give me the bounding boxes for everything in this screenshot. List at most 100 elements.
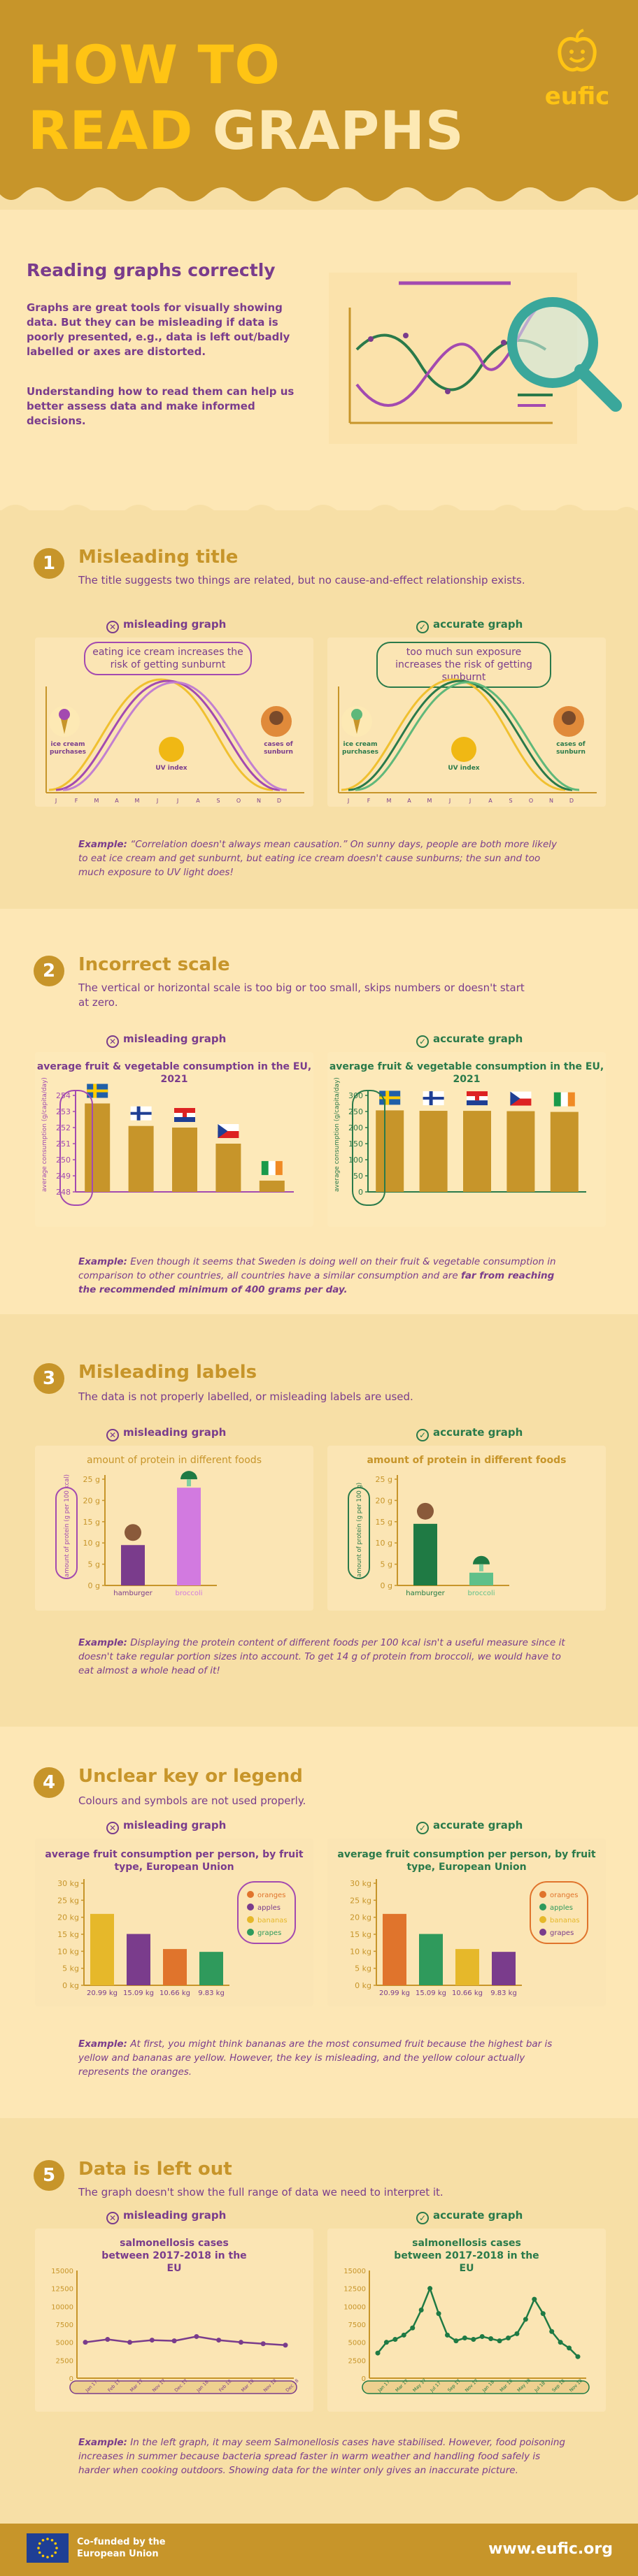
example-text: Example: “Correlation doesn't always mea… <box>78 839 558 878</box>
axis-highlight <box>352 1090 385 1206</box>
section-data-left-out: 5 Data is left out The graph doesn't sho… <box>0 2125 638 2517</box>
y-tick-label: 7500 <box>56 2322 73 2329</box>
uv-label: UV index <box>155 765 187 772</box>
chart-title: average fruit & vegetable consumption in… <box>36 1061 312 1085</box>
y-tick-label: 250 <box>56 1156 71 1165</box>
bar-chart-accurate-labels: 0 g 5 g 10 g 15 g 20 g 25 g hamburger broccoli a… <box>348 1475 509 1597</box>
title-word-graphs: GRAPHS <box>212 99 465 161</box>
eu-star-icon <box>46 2556 49 2559</box>
legend: oranges apples bananas grapes <box>530 1881 588 1944</box>
intro-illustration <box>329 266 623 454</box>
data-point <box>194 2333 199 2339</box>
flag-croatia-icon <box>467 1091 488 1106</box>
y-tick-label: 0 kg <box>62 1981 79 1990</box>
legend-label: oranges <box>550 1892 578 1899</box>
section-title: Data is left out <box>78 2159 232 2180</box>
chart-title: amount of protein in different foods <box>87 1455 262 1466</box>
misleading-card: average fruit consumption per person, by… <box>35 1839 313 2006</box>
website-link[interactable]: www.eufic.org <box>488 2540 613 2558</box>
y-tick-label: 200 <box>348 1123 363 1132</box>
month-tick-label: N <box>257 798 261 804</box>
ice-cream-label: ice cream purchases <box>50 741 86 756</box>
data-point <box>488 2336 494 2342</box>
bar-oranges <box>383 1913 406 1985</box>
broccoli-stem-icon <box>187 1479 191 1487</box>
bar-finland <box>128 1125 154 1192</box>
accurate-label: ✓ accurate graph <box>416 618 523 633</box>
data-point <box>283 2343 288 2348</box>
data-point <box>558 2340 563 2345</box>
accurate-card: average fruit & vegetable consumption in… <box>327 1052 606 1227</box>
broccoli-stem-icon <box>479 1564 483 1571</box>
y-axis-title: amount of protein (g per 100 g) <box>356 1483 363 1577</box>
category-label: broccoli <box>175 1590 202 1597</box>
y-axis-title: average consumption (g/capita/day) <box>334 1077 341 1192</box>
legend-swatch <box>247 1891 254 1898</box>
check-icon: ✓ <box>416 621 429 633</box>
section-incorrect-scale: 2 Incorrect scale The vertical or horizo… <box>0 919 638 1311</box>
legend-swatch <box>539 1916 546 1923</box>
month-tick-label: F <box>75 798 78 804</box>
data-point <box>105 2337 111 2343</box>
month-tick-label: J <box>448 798 451 804</box>
y-tick-label: 25 g <box>376 1475 392 1484</box>
data-point <box>514 2331 520 2336</box>
data-point <box>436 2311 441 2317</box>
title-line2: READ GRAPHS <box>28 99 465 161</box>
y-tick-label: 20 kg <box>57 1913 79 1922</box>
section-description: The data is not properly labelled, or mi… <box>78 1390 413 1403</box>
y-tick-label: 15000 <box>51 2268 73 2275</box>
misleading-label: ✕ misleading graph <box>106 1032 226 1048</box>
y-axis-title: amount of protein (g per 100 kcal) <box>64 1474 71 1577</box>
y-tick-label: 20 kg <box>350 1913 371 1922</box>
bar-bananas <box>455 1949 479 1985</box>
intro-wave <box>0 505 638 526</box>
section-number: 2 <box>34 956 64 986</box>
broccoli-icon <box>180 1471 197 1480</box>
eufic-logo[interactable]: eufic <box>539 28 616 110</box>
y-tick-label: 15 g <box>376 1518 392 1527</box>
y-tick-label: 2500 <box>348 2357 366 2365</box>
month-tick-label: S <box>216 798 220 804</box>
flag-ireland-icon <box>261 1160 283 1175</box>
bar-broccoli <box>177 1488 201 1585</box>
legend-label: bananas <box>550 1917 580 1924</box>
bar-hamburger <box>413 1523 437 1585</box>
y-tick-label: 2500 <box>56 2357 73 2365</box>
y-tick-label: 250 <box>348 1107 363 1116</box>
eu-star-icon <box>37 2547 40 2549</box>
chart-title: salmonellosis cases between 2017-2018 in… <box>394 2238 539 2274</box>
y-tick-label: 150 <box>348 1139 363 1149</box>
bar-oranges <box>90 1913 114 1985</box>
intro-title: Reading graphs correctly <box>27 260 276 280</box>
month-tick-label: M <box>94 798 99 804</box>
data-point <box>401 2332 406 2338</box>
bar-grapes <box>492 1952 516 1985</box>
example-text: Example: In the left graph, it may seem … <box>78 2437 565 2476</box>
cross-icon: ✕ <box>106 1035 119 1048</box>
section-misleading-labels: 3 Misleading labels The data is not prop… <box>0 1328 638 1720</box>
eu-star-icon <box>41 2554 45 2558</box>
bar-hamburger <box>121 1545 145 1585</box>
axis-label-highlight <box>348 1487 370 1579</box>
data-point <box>410 2325 416 2331</box>
title-line1: HOW TO <box>28 34 281 96</box>
eu-star-icon <box>41 2538 45 2542</box>
data-point <box>383 2340 389 2345</box>
section-title: Misleading title <box>78 547 239 568</box>
eu-star-icon <box>50 2538 54 2542</box>
category-label: hamburger <box>406 1590 445 1597</box>
y-tick-label: 0 <box>358 1188 363 1197</box>
value-label: 15.09 kg <box>416 1989 446 1997</box>
accurate-label: ✓ accurate graph <box>416 2209 523 2224</box>
bar-ireland <box>259 1180 285 1192</box>
value-label: 20.99 kg <box>87 1989 118 1997</box>
apple-logo-icon <box>558 29 597 72</box>
y-tick-label: 5 g <box>381 1560 392 1569</box>
bar-grapes <box>199 1952 223 1985</box>
month-tick-label: S <box>509 798 512 804</box>
sunburn-label: cases of sunburn <box>556 741 586 756</box>
